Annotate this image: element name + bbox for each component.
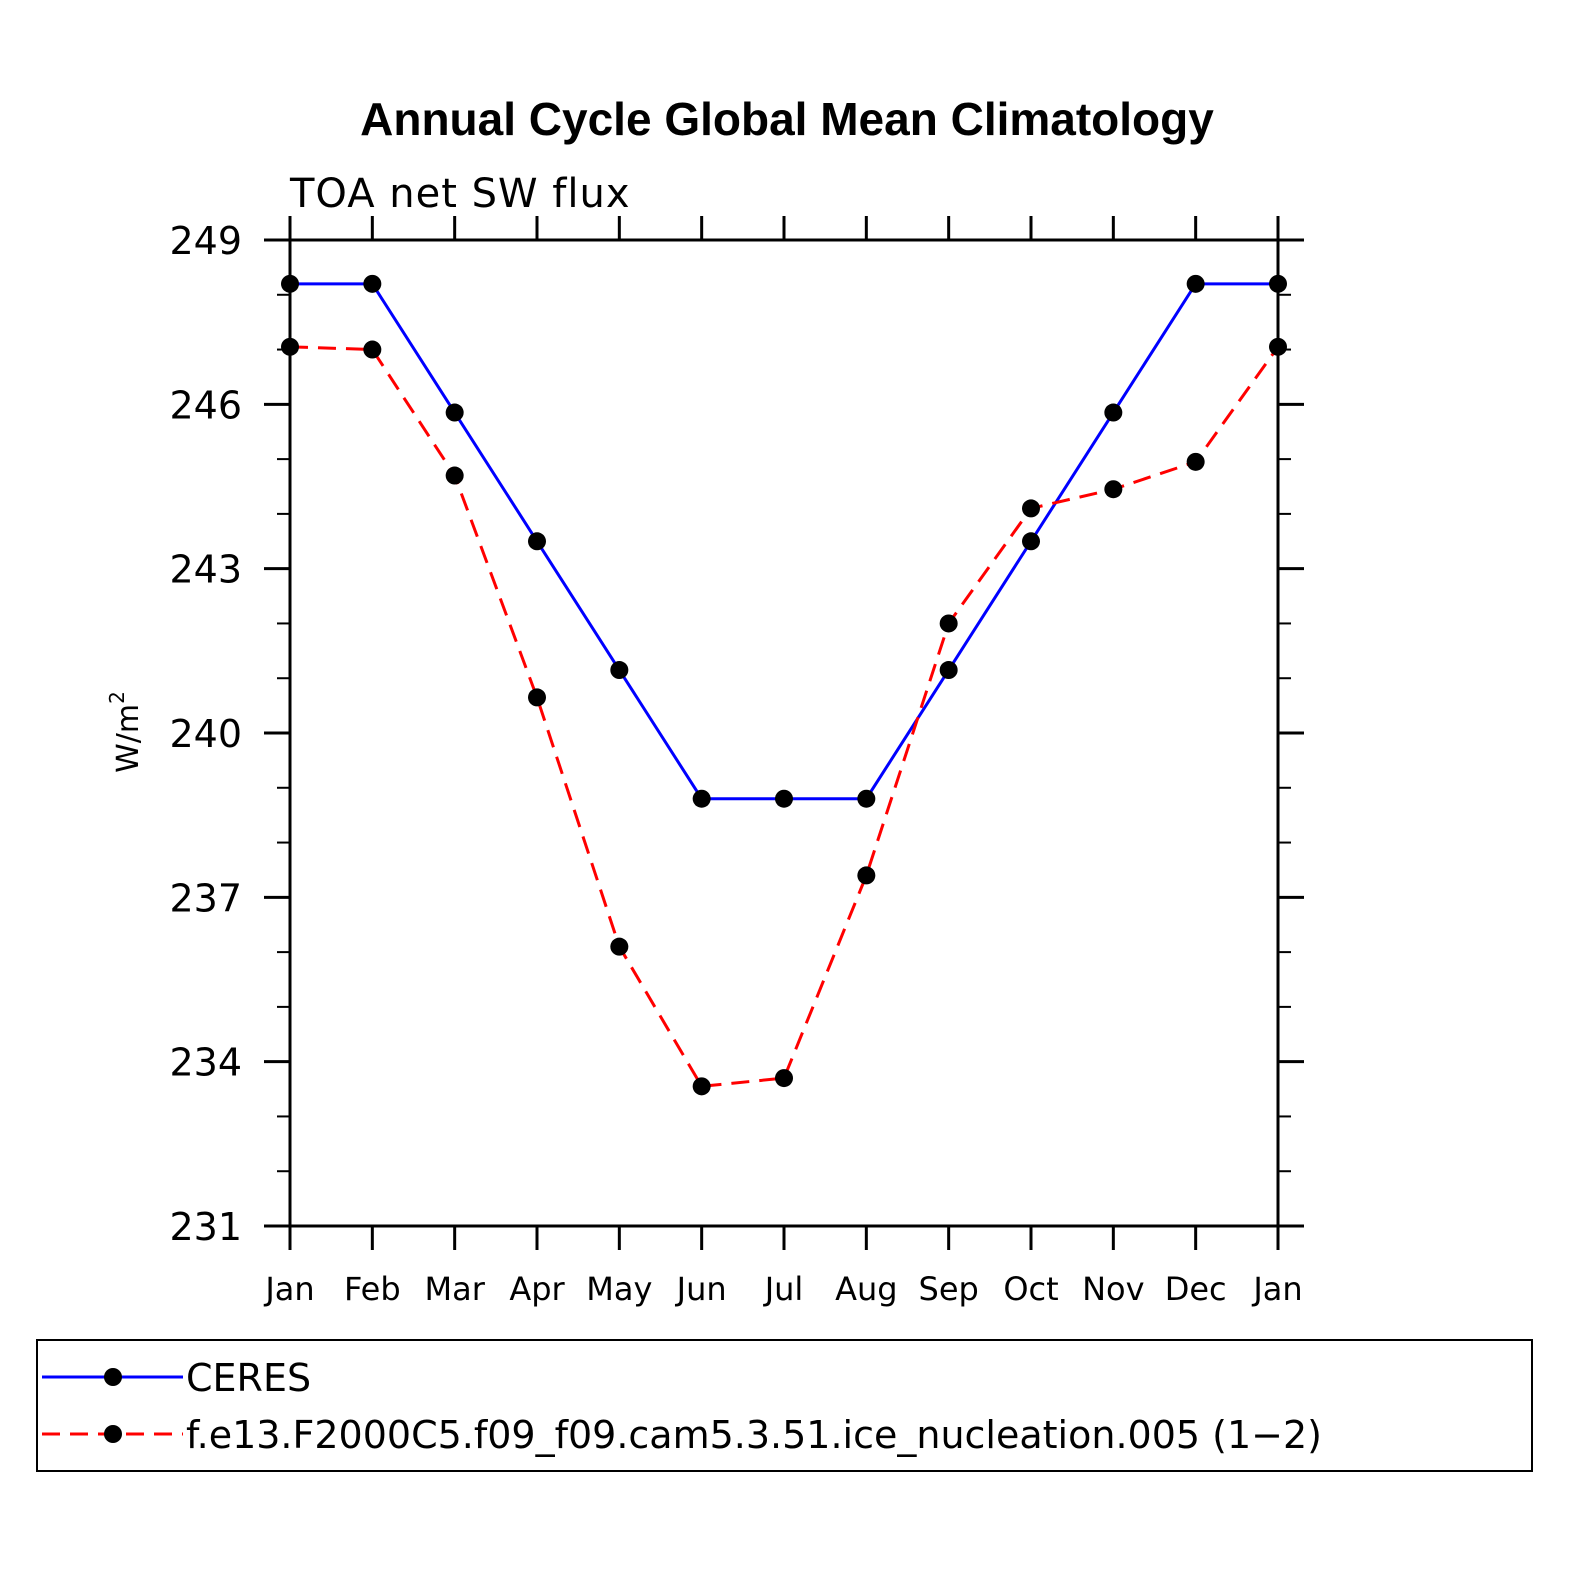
series-line-0 xyxy=(290,282,1278,801)
series-0-point xyxy=(1269,274,1287,293)
series-1-point xyxy=(939,614,958,633)
legend-label-ceres: CERES xyxy=(186,1356,311,1400)
y-tick-label: 234 xyxy=(169,1041,242,1085)
y-tick-label: 237 xyxy=(169,876,242,920)
series-0-point xyxy=(939,661,958,680)
y-tick-label: 246 xyxy=(169,383,242,427)
y-tick-label: 240 xyxy=(169,712,242,756)
x-tick-label: Sep xyxy=(919,1270,979,1308)
x-tick-label: Jul xyxy=(763,1270,804,1308)
series-0-point xyxy=(1186,274,1205,293)
x-tick-label: Oct xyxy=(1003,1270,1058,1308)
y-axis-label-text: W/m xyxy=(111,704,146,773)
x-tick-labels: Jan Feb Mar Apr May Jun Jul Aug Sep Oct Nov Dec Jan xyxy=(263,1270,1302,1308)
y-axis-label-superscript: 2 xyxy=(105,691,129,704)
series-0-point xyxy=(610,661,629,680)
y-tick-label: 249 xyxy=(169,219,242,263)
series-1-point xyxy=(528,688,546,707)
x-tick-label: Mar xyxy=(424,1270,485,1308)
x-tick-label: Nov xyxy=(1082,1270,1144,1308)
series-0-point xyxy=(1104,403,1123,422)
x-tick-label: Apr xyxy=(509,1270,565,1308)
series-1-point xyxy=(610,937,629,956)
y-tick-label: 243 xyxy=(169,548,242,592)
series-1-point xyxy=(1269,337,1287,356)
series-0-point xyxy=(1022,532,1040,551)
series-0-point xyxy=(363,274,382,293)
chart-title: Annual Cycle Global Mean Climatology xyxy=(360,93,1214,145)
series-1-point xyxy=(1186,452,1205,471)
legend-label-model: f.e13.F2000C5.f09_f09.cam5.3.51.ice_nucl… xyxy=(186,1413,1322,1457)
series-layer xyxy=(281,274,1287,1096)
series-1-point xyxy=(692,1077,711,1096)
series-1-point xyxy=(775,1069,793,1088)
series-1-point xyxy=(1022,499,1040,518)
legend-box xyxy=(36,1339,1533,1472)
series-0-point xyxy=(528,532,546,551)
legend-marker-model xyxy=(104,1425,122,1443)
x-tick-label: Feb xyxy=(344,1270,401,1308)
x-tick-label: May xyxy=(586,1270,652,1308)
series-0-point xyxy=(857,789,876,808)
series-1-point xyxy=(445,466,464,485)
x-tick-label: Jan xyxy=(1251,1270,1302,1308)
legend: CERES f.e13.F2000C5.f09_f09.cam5.3.51.ic… xyxy=(36,1339,1533,1472)
series-0-point xyxy=(692,789,711,808)
series-1-point xyxy=(363,340,382,359)
series-line-1 xyxy=(289,345,1280,1088)
x-tick-label: Dec xyxy=(1165,1270,1227,1308)
legend-marker-ceres xyxy=(104,1368,122,1386)
y-tick-label: 231 xyxy=(169,1205,242,1249)
y-tick-labels: 231 234 237 240 243 246 249 xyxy=(169,219,242,1249)
svg-text:W/m2: W/m2 xyxy=(105,691,146,773)
series-1-point xyxy=(1104,480,1123,499)
series-1-point xyxy=(281,337,299,356)
series-0-point xyxy=(775,789,793,808)
y-axis-label: W/m2 xyxy=(105,691,146,773)
axis-ticks xyxy=(264,216,1304,1250)
series-0-point xyxy=(281,274,299,293)
chart-subtitle: TOA net SW flux xyxy=(289,171,631,217)
series-0-point xyxy=(445,403,464,422)
x-tick-label: Aug xyxy=(835,1270,897,1308)
series-1-point xyxy=(857,866,876,885)
x-tick-label: Jun xyxy=(675,1270,727,1308)
x-tick-label: Jan xyxy=(263,1270,314,1308)
